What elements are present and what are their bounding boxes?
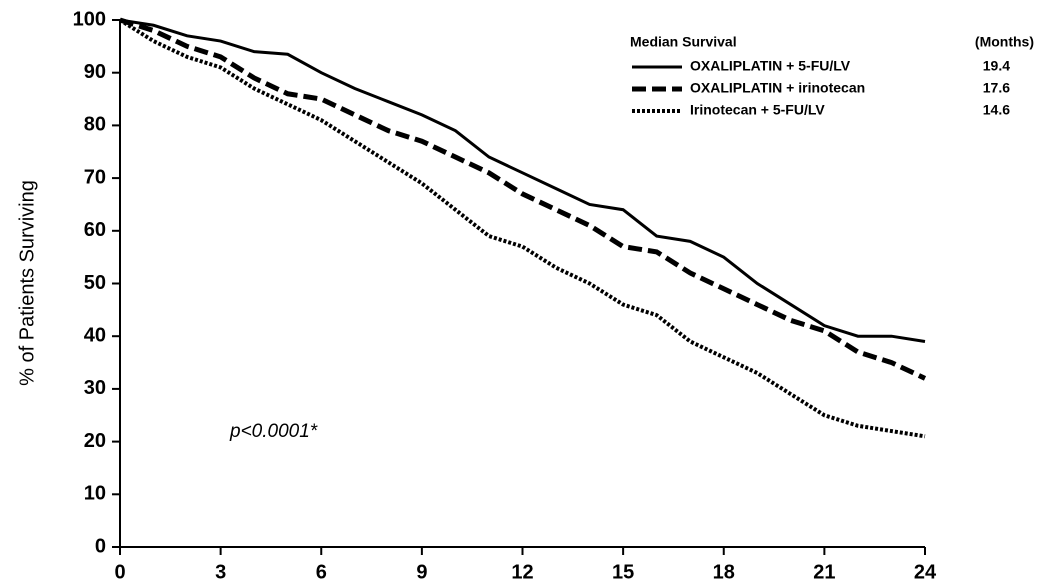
- y-tick-label: 10: [84, 483, 106, 505]
- legend-median: 17.6: [983, 80, 1010, 96]
- legend-label: Irinotecan + 5-FU/LV: [690, 102, 825, 118]
- x-tick-label: 3: [215, 561, 226, 583]
- y-tick-label: 40: [84, 324, 106, 346]
- y-tick-label: 60: [84, 219, 106, 241]
- x-tick-label: 0: [114, 561, 125, 583]
- x-tick-label: 12: [511, 561, 533, 583]
- y-tick-label: 80: [84, 114, 106, 136]
- series-line: [119, 18, 926, 343]
- y-axis-label: % of Patients Surviving: [16, 180, 38, 386]
- legend-value-title: (Months): [975, 34, 1034, 50]
- x-tick-label: 9: [416, 561, 427, 583]
- series-line: [118, 18, 926, 439]
- x-tick-label: 6: [316, 561, 327, 583]
- y-tick-label: 100: [73, 8, 106, 30]
- legend-median: 19.4: [983, 58, 1010, 74]
- legend-label: OXALIPLATIN + irinotecan: [690, 80, 865, 96]
- y-tick-label: 30: [84, 377, 106, 399]
- y-tick-label: 90: [84, 61, 106, 83]
- x-tick-label: 24: [914, 561, 937, 583]
- legend-median: 14.6: [983, 102, 1010, 118]
- series-line: [119, 17, 927, 381]
- y-tick-label: 0: [95, 535, 106, 557]
- y-tick-label: 20: [84, 430, 106, 452]
- y-tick-label: 50: [84, 272, 106, 294]
- legend-label: OXALIPLATIN + 5-FU/LV: [690, 58, 851, 74]
- legend-title: Median Survival: [630, 34, 737, 50]
- annotation: p<0.0001*: [229, 421, 318, 442]
- y-tick-label: 70: [84, 166, 106, 188]
- x-tick-label: 21: [813, 561, 835, 583]
- x-tick-label: 15: [612, 561, 634, 583]
- x-tick-label: 18: [713, 561, 735, 583]
